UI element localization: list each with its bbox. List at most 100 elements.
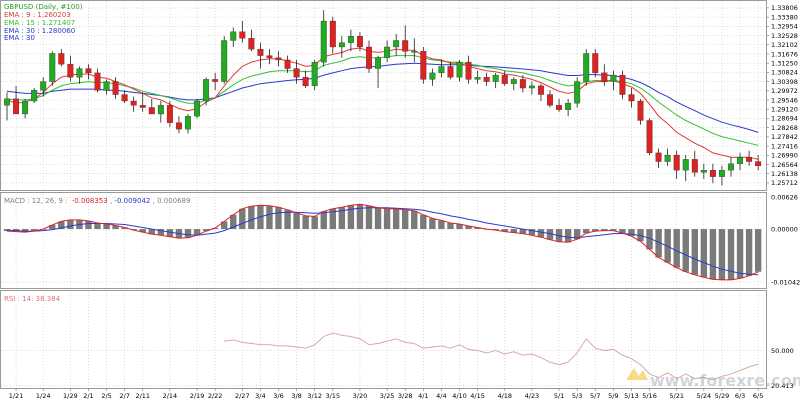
date-tick-label: 5/16	[642, 392, 657, 400]
date-tick-label: 2/14	[163, 392, 178, 400]
candle	[411, 38, 418, 63]
date-tick-label: 4/1	[418, 392, 428, 400]
price-tick-label: 1.26138	[771, 170, 798, 178]
candle-body-down	[13, 98, 19, 115]
macd-histogram-bar	[528, 229, 536, 236]
candle-body-down	[302, 77, 309, 87]
candle-body-down	[420, 51, 427, 80]
candle	[67, 55, 74, 82]
price-tick-label: 1.33380	[771, 13, 798, 21]
candle-body-down	[646, 120, 653, 154]
candle	[465, 55, 472, 84]
macd-histogram-bar	[655, 229, 662, 258]
macd-histogram-bar	[456, 223, 463, 230]
macd-title-label: MACD : 12, 26, 9 :	[4, 197, 68, 205]
candle	[601, 64, 608, 86]
candle	[248, 29, 255, 52]
candle	[76, 66, 83, 84]
macd-title: MACD : 12, 26, 9 : -0.008353 , -0.009042…	[4, 197, 190, 205]
macd-histogram	[3, 204, 762, 280]
candle-body-down	[601, 72, 608, 82]
rsi-title: RSI : 14: 38.384	[4, 295, 61, 303]
macd-histogram-bar	[3, 229, 11, 232]
date-tick-label: 3/8	[291, 392, 301, 400]
macd-histogram-bar	[85, 220, 92, 230]
macd-histogram-bar	[727, 229, 735, 280]
date-tick-label: 4/18	[497, 392, 512, 400]
macd-tick-label: 0.00626	[771, 194, 798, 202]
candle	[673, 150, 680, 179]
x-grid	[15, 2, 759, 388]
macd-histogram-bar	[239, 208, 246, 230]
macd-histogram-bar	[492, 229, 499, 231]
candle-body-down	[212, 79, 219, 82]
candle-body-up	[737, 157, 743, 164]
candle-body-up	[510, 79, 517, 84]
macd-value: -0.008353	[72, 197, 108, 205]
candle	[130, 96, 137, 112]
candle	[175, 116, 182, 134]
candle-body-down	[538, 85, 544, 95]
candle	[547, 90, 553, 108]
date-tick-label: 6/3	[735, 392, 745, 400]
candle	[384, 40, 391, 63]
candle-body-down	[366, 46, 372, 69]
candle	[293, 59, 300, 84]
macd-histogram-bar	[130, 229, 137, 231]
macd-histogram-bar	[166, 229, 174, 237]
date-tick-label: 2/22	[208, 392, 223, 400]
candle	[664, 148, 671, 166]
macd-histogram-bar	[619, 229, 626, 234]
date-tick-label: 2/11	[135, 392, 150, 400]
price-tick-label: 1.26990	[771, 152, 798, 160]
price-tick-label: 1.29546	[771, 96, 798, 104]
candle-body-down	[139, 105, 146, 108]
candle-body-up	[429, 72, 436, 80]
candle-body-down	[501, 74, 508, 84]
macd-histogram-bar	[709, 229, 717, 280]
candle	[746, 150, 753, 166]
macd-histogram-bar	[58, 221, 65, 230]
candle-body-down	[447, 66, 454, 78]
candle	[366, 40, 372, 73]
date-tick-label: 3/25	[380, 392, 395, 400]
candle-body-down	[619, 74, 626, 95]
ema30-line	[6, 62, 759, 133]
candle-body-up	[157, 105, 164, 115]
macd-histogram-bar	[429, 218, 436, 230]
candle-body-down	[130, 100, 137, 106]
candle-body-up	[411, 51, 418, 53]
candle-body-down	[248, 38, 255, 50]
macd-histogram-bar	[700, 229, 708, 278]
date-tick-label: 5/9	[608, 392, 618, 400]
price-tick-label: 1.32528	[771, 32, 798, 40]
candle-body-up	[4, 98, 10, 106]
candle	[492, 72, 499, 89]
macd-histogram-bar	[221, 221, 228, 230]
signal-value: -0.009042	[114, 197, 150, 205]
macd-histogram-bar	[374, 207, 382, 230]
candle	[619, 70, 626, 99]
candle	[320, 10, 327, 67]
symbol-label: GBPUSD (Daily, #100)	[4, 3, 83, 11]
date-tick-label: 3/6	[273, 392, 283, 400]
candle	[194, 98, 200, 119]
candle-body-down	[655, 152, 662, 162]
candle-body-up	[347, 36, 354, 43]
candle	[709, 163, 716, 184]
macd-histogram-bar	[157, 229, 165, 236]
macd-histogram-bar	[610, 229, 617, 231]
candle	[655, 148, 662, 169]
candle	[538, 83, 544, 102]
candle-body-down	[257, 48, 264, 56]
candle	[121, 90, 128, 104]
macd-histogram-bar	[293, 212, 300, 230]
macd-histogram-bar	[311, 216, 318, 230]
candle	[737, 152, 743, 171]
candle	[501, 70, 508, 86]
candle	[338, 36, 345, 58]
candle-body-down	[85, 68, 92, 74]
price-tick-label: 1.32102	[771, 41, 798, 49]
date-tick-label: 5/13	[624, 392, 639, 400]
